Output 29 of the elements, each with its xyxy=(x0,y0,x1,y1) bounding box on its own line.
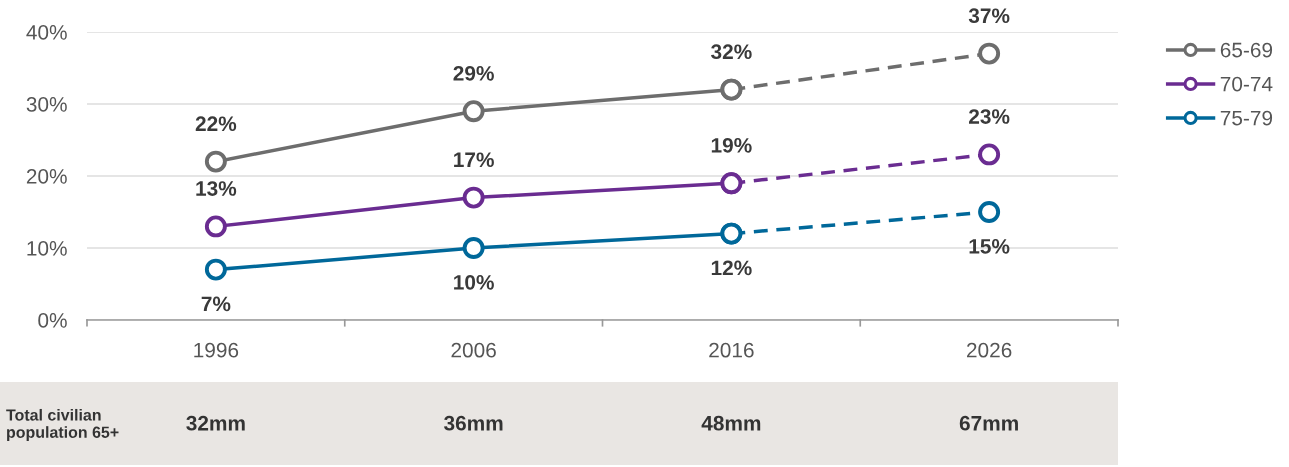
text: Total civilian population 65+ xyxy=(6,408,119,442)
data-label: 17% xyxy=(454,152,494,168)
y-tick-label: 20% xyxy=(26,169,67,184)
data-label: 32% xyxy=(711,44,752,60)
data-label: 10% xyxy=(454,274,494,290)
legend-label: 65-69 xyxy=(1220,42,1273,58)
data-label: 23% xyxy=(969,109,1010,124)
x-tick-label: 2026 xyxy=(967,342,1012,358)
legend-label: 70-74 xyxy=(1220,76,1273,92)
y-tick-label: 0% xyxy=(38,313,67,328)
text: 48mm xyxy=(701,415,761,431)
data-label: 12% xyxy=(711,260,752,276)
data-label: 7% xyxy=(201,296,231,312)
x-tick-label: 2016 xyxy=(709,342,754,358)
data-label: 19% xyxy=(711,137,752,153)
x-tick-label: 1996 xyxy=(194,342,239,358)
y-tick-label: 40% xyxy=(26,25,67,40)
text: 36mm xyxy=(443,415,503,431)
data-label: 22% xyxy=(195,116,237,132)
data-label: 13% xyxy=(196,181,237,196)
y-tick-label: 30% xyxy=(26,97,67,112)
data-label: 37% xyxy=(968,8,1010,24)
data-label: 15% xyxy=(969,239,1010,254)
legend-label: 75-79 xyxy=(1220,110,1273,126)
text: 32mm xyxy=(186,415,245,431)
text: 67mm xyxy=(959,415,1018,431)
x-tick-label: 2006 xyxy=(451,342,496,358)
data-label: 29% xyxy=(453,65,494,81)
y-tick-label: 10% xyxy=(27,241,67,256)
